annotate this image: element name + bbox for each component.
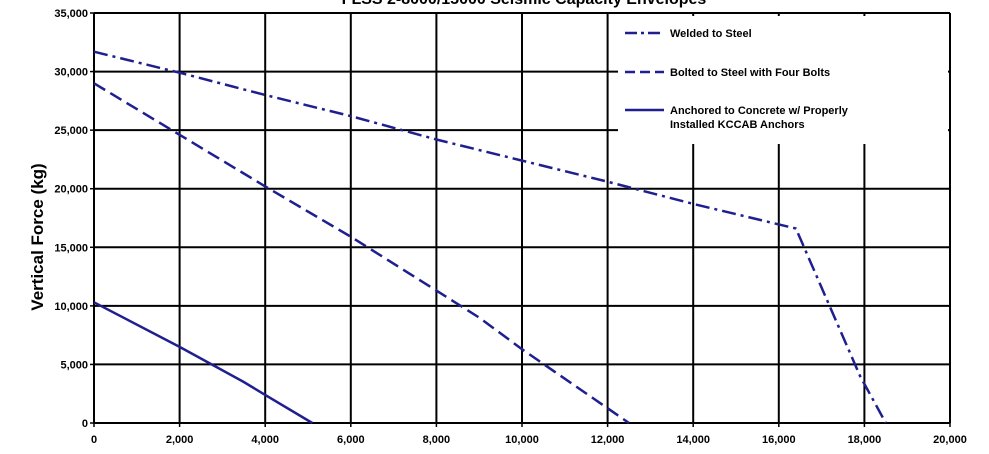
y-axis-ticks: 0 5,000 10,000 15,000 20,000 25,000 30,000 35,0… [54,8,94,430]
x-tick-label: 14,000 [676,434,710,446]
y-tick-label: 0 [82,418,88,430]
y-tick-label: 35,000 [54,8,88,20]
x-tick-label: 0 [91,434,97,446]
y-axis-label: Vertical Force (kg) [28,163,47,310]
series-lines [93,50,887,425]
legend-label-2: Bolted to Steel with Four Bolts [670,67,830,79]
y-tick-label: 25,000 [54,125,88,137]
legend-label-3: Anchored to Concrete w/ Properly [670,105,849,117]
x-tick-label: 18,000 [848,434,882,446]
y-tick-label: 20,000 [54,184,88,196]
y-tick-label: 15,000 [54,242,88,254]
chart-title: FLSS 2-8000/15000 Seismic Capacity Envel… [342,0,707,8]
series-line-2 [93,82,630,425]
y-tick-label: 5,000 [60,359,88,371]
legend-label-3: Installed KCCAB Anchors [670,119,805,131]
legend: Welded to Steel Bolted to Steel with Four… [618,16,948,144]
series-line-1 [93,50,887,424]
x-tick-label: 12,000 [591,434,625,446]
legend-label-1: Welded to Steel [670,28,752,40]
legend-box [618,16,948,144]
series-line-3 [93,301,313,425]
y-tick-label: 10,000 [54,301,88,313]
x-tick-label: 16,000 [762,434,796,446]
y-tick-label: 30,000 [54,67,88,79]
x-tick-label: 20,000 [933,434,967,446]
x-tick-label: 6,000 [337,434,365,446]
x-tick-label: 10,000 [505,434,539,446]
x-tick-label: 2,000 [166,434,194,446]
x-tick-label: 8,000 [423,434,451,446]
x-axis-ticks: 0 2,000 4,000 6,000 8,000 10,000 12,000 14,000 1… [91,423,967,446]
x-tick-label: 4,000 [251,434,279,446]
